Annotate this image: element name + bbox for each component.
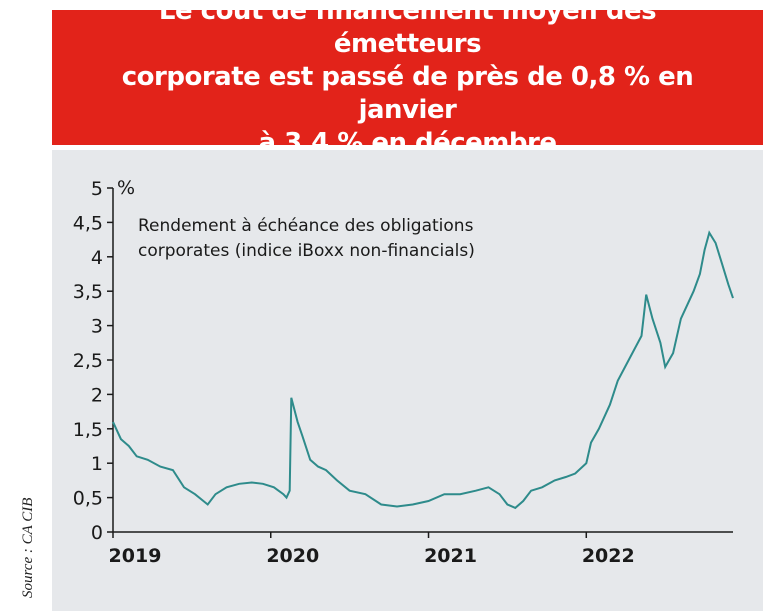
x-tick-label: 2021 [424,545,477,567]
y-tick-label: 0 [91,522,103,544]
series-annotation-line-2: corporates (indice iBoxx non-financials) [138,241,475,261]
y-axis: 0 0,5 1 1,5 2 2,5 3 3,5 4 4,5 5 [73,178,114,544]
y-tick-label: 3 [91,316,103,338]
x-tick-label: 2022 [582,545,635,567]
x-axis: 2019 2020 2021 2022 [109,531,733,567]
y-tick-label: 1,5 [73,419,103,441]
y-tick-label: 2,5 [73,350,103,372]
chart-panel [52,150,763,611]
y-unit-label: % [117,177,135,199]
y-tick-label: 1 [91,453,103,475]
y-tick-label: 4 [91,247,103,269]
title-line-1: Le coût de financement moyen des émetteu… [158,0,657,59]
y-tick-label: 2 [91,384,103,406]
series-line-iboxx [112,230,734,510]
chart-title: Le coût de financement moyen des émetteu… [52,0,763,160]
y-tick-label: 3,5 [73,281,103,303]
title-banner: Le coût de financement moyen des émetteu… [52,0,763,158]
title-line-2: corporate est passé de près de 0,8 % en … [121,62,694,125]
y-tick-label: 0,5 [73,488,103,510]
series-annotation-line-1: Rendement à échéance des obligations [138,216,474,236]
y-tick-label: 4,5 [73,212,103,234]
y-tick-label: 5 [91,178,103,200]
x-tick-label: 2019 [109,545,162,567]
x-tick-label: 2020 [266,545,319,567]
